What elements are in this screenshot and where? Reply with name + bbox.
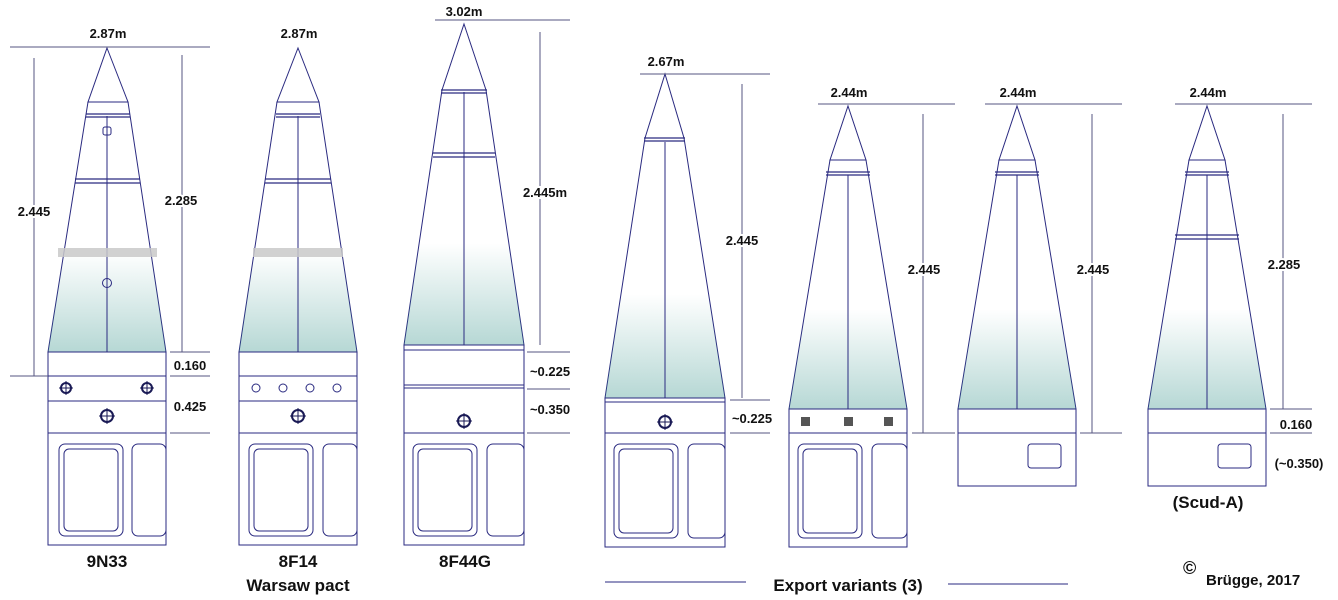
warhead-scud-a-top-label: 2.44m — [1190, 85, 1227, 100]
warhead-scud-a-ring1 — [1147, 408, 1267, 434]
warhead-export-244a-adapter — [788, 432, 908, 548]
warhead-9n33-nose — [87, 46, 129, 103]
warhead-8f44g: 3.02m 2.445m ~0.225 ~0.350 8F44G — [403, 4, 570, 571]
warhead-scud-a: 2.44m 2.285 0.160 (~0.350) (Scud-A) — [1147, 85, 1324, 512]
warhead-8f14-name: 8F14 — [279, 552, 318, 571]
warhead-export-267-nose — [644, 72, 685, 139]
warhead-scud-a-cone-length: 2.285 — [1268, 257, 1301, 272]
warhead-9n33-total-length: 2.445 — [18, 204, 51, 219]
warhead-export-267: 2.67m 2.445 ~0.225 — [604, 54, 772, 548]
warhead-8f14-subtitle: Warsaw pact — [246, 576, 350, 595]
warhead-export-244a: 2.44m 2.445 — [788, 85, 955, 548]
warhead-8f14-top-label: 2.87m — [281, 26, 318, 41]
copyright-symbol: © — [1183, 558, 1196, 578]
warhead-8f44g-name: 8F44G — [439, 552, 491, 571]
warhead-export-244b-nose — [998, 104, 1036, 161]
warhead-export-267-total-length: 2.445 — [726, 233, 759, 248]
warhead-8f44g-nose — [441, 22, 487, 91]
warhead-9n33-name: 9N33 — [87, 552, 128, 571]
warhead-9n33: 2.87m 2.445 2.285 0.160 0.425 9N33 — [10, 26, 210, 571]
sensor-port-icon — [102, 126, 112, 136]
warhead-export-244a-total-length: 2.445 — [908, 262, 941, 277]
warhead-scud-a-ring2-length: (~0.350) — [1275, 456, 1324, 471]
copyright-text: Brügge, 2017 — [1206, 572, 1300, 589]
warhead-9n33-ring1-length: 0.160 — [174, 358, 207, 373]
warhead-scud-a-adapter — [1147, 432, 1267, 487]
warhead-9n33-cone-length: 2.285 — [165, 193, 198, 208]
warhead-8f44g-total-length: 2.445m — [523, 185, 567, 200]
warhead-9n33-top-label: 2.87m — [90, 26, 127, 41]
crosshair-icon — [99, 408, 115, 424]
warhead-9n33-ring1 — [47, 351, 167, 377]
warhead-scud-a-name: (Scud-A) — [1173, 493, 1244, 512]
export-variants-caption: Export variants (3) — [773, 576, 922, 595]
warhead-export-244b-ring1 — [957, 408, 1077, 434]
sensor-port-icon — [102, 278, 112, 288]
warhead-export-244b-top-label: 2.44m — [1000, 85, 1037, 100]
warhead-8f44g-ring1 — [403, 344, 525, 386]
warhead-scud-a-nose — [1188, 104, 1226, 161]
crosshair-icon — [456, 413, 472, 429]
warhead-scud-a-ring1-length: 0.160 — [1280, 417, 1313, 432]
crosshair-icon — [140, 381, 154, 395]
warhead-8f14-ring1 — [238, 351, 358, 377]
warhead-8f14-nose — [276, 46, 320, 103]
crosshair-icon — [59, 381, 73, 395]
warhead-8f44g-ring1-length: ~0.225 — [530, 364, 570, 379]
warhead-export-244b-total-length: 2.445 — [1077, 262, 1110, 277]
warhead-export-267-adapter — [604, 432, 726, 548]
warhead-8f14: 2.87m 8F14 Warsaw pact — [238, 26, 358, 595]
warhead-9n33-ring2-length: 0.425 — [174, 399, 207, 414]
warhead-export-244a-nose — [829, 104, 867, 161]
warhead-export-267-top-label: 2.67m — [648, 54, 685, 69]
warhead-8f44g-ring2-length: ~0.350 — [530, 402, 570, 417]
warhead-export-267-ring1-length: ~0.225 — [732, 411, 772, 426]
warhead-export-244b-adapter — [957, 432, 1077, 487]
crosshair-icon — [290, 408, 306, 424]
crosshair-icon — [657, 414, 673, 430]
warhead-8f44g-top-label: 3.02m — [446, 4, 483, 19]
warhead-8f44g-adapter — [403, 432, 525, 546]
warhead-export-244b: 2.44m 2.445 — [957, 85, 1122, 487]
warhead-export-244a-top-label: 2.44m — [831, 85, 868, 100]
